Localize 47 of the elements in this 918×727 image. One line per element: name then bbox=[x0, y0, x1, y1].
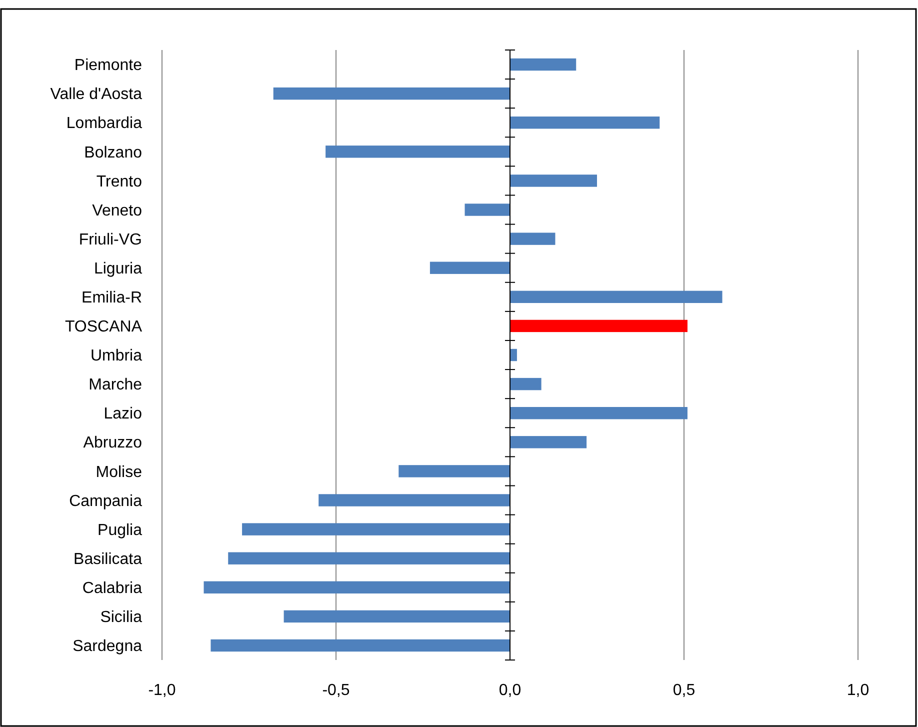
y-tick-label: Bolzano bbox=[84, 144, 142, 162]
bar bbox=[510, 116, 660, 129]
y-tick-label: Marche bbox=[88, 376, 142, 394]
bar bbox=[210, 639, 510, 652]
bar bbox=[464, 204, 510, 216]
bar bbox=[204, 581, 510, 594]
bar bbox=[430, 262, 510, 274]
bar bbox=[326, 146, 510, 158]
bar bbox=[284, 610, 510, 623]
y-tick-label: Piemonte bbox=[74, 57, 142, 74]
bar bbox=[510, 290, 722, 304]
y-tick-label: Umbria bbox=[90, 348, 142, 365]
bar bbox=[510, 232, 556, 245]
y-tick-label: Molise bbox=[96, 464, 142, 481]
y-tick-label: Basilicata bbox=[74, 550, 142, 568]
y-tick-label: Sicilia bbox=[100, 609, 142, 626]
bar bbox=[510, 378, 542, 390]
y-tick-label: Liguria bbox=[94, 260, 142, 278]
bar bbox=[510, 406, 688, 420]
bar bbox=[510, 320, 688, 332]
y-tick-label: Calabria bbox=[82, 580, 142, 597]
y-tick-label: TOSCANA bbox=[64, 318, 142, 336]
bar bbox=[510, 58, 576, 71]
y-tick-label: Trento bbox=[96, 173, 142, 190]
x-tick-label: 0,5 bbox=[672, 682, 696, 699]
bar bbox=[510, 348, 517, 362]
bar bbox=[510, 436, 587, 448]
bar bbox=[242, 523, 510, 536]
x-tick-label: -1,0 bbox=[148, 682, 176, 699]
bar bbox=[398, 465, 510, 478]
y-tick-label: Veneto bbox=[92, 202, 142, 220]
x-tick-label: 1,0 bbox=[846, 682, 870, 699]
bar bbox=[318, 494, 510, 506]
bar bbox=[273, 87, 510, 100]
y-tick-label: Abruzzo bbox=[83, 434, 142, 452]
y-tick-label: Emilia-R bbox=[82, 290, 142, 307]
y-tick-label: Friuli-VG bbox=[78, 231, 142, 248]
y-tick-label: Puglia bbox=[98, 522, 142, 539]
x-tick-label: -0,5 bbox=[322, 682, 350, 699]
y-tick-label: Lazio bbox=[104, 406, 142, 423]
bar bbox=[228, 552, 510, 564]
bar bbox=[510, 174, 597, 187]
y-tick-label: Valle d'Aosta bbox=[50, 86, 142, 104]
y-tick-label: Campania bbox=[69, 492, 142, 510]
y-tick-label: Sardegna bbox=[72, 638, 142, 656]
y-tick-label: Lombardia bbox=[66, 115, 142, 132]
x-tick-label: 0,0 bbox=[498, 682, 522, 699]
